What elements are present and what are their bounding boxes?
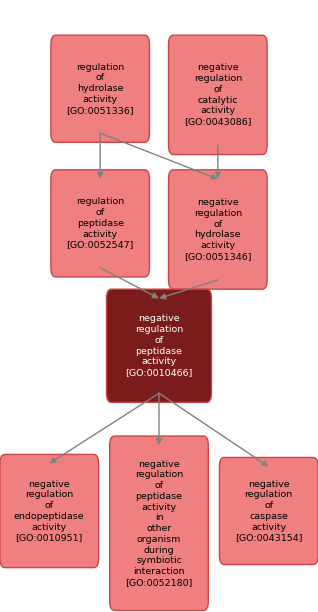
Text: negative
regulation
of
hydrolase
activity
[GO:0051346]: negative regulation of hydrolase activit… — [184, 198, 252, 261]
FancyBboxPatch shape — [110, 436, 208, 611]
FancyBboxPatch shape — [107, 289, 211, 403]
Text: negative
regulation
of
caspase
activity
[GO:0043154]: negative regulation of caspase activity … — [235, 480, 302, 542]
FancyBboxPatch shape — [0, 454, 99, 568]
Text: negative
regulation
of
endopeptidase
activity
[GO:0010951]: negative regulation of endopeptidase act… — [14, 480, 85, 542]
Text: negative
regulation
of
catalytic
activity
[GO:0043086]: negative regulation of catalytic activit… — [184, 64, 252, 126]
Text: negative
regulation
of
peptidase
activity
[GO:0010466]: negative regulation of peptidase activit… — [125, 315, 193, 377]
Text: negative
regulation
of
peptidase
activity
in
other
organism
during
symbiotic
int: negative regulation of peptidase activit… — [125, 460, 193, 587]
FancyBboxPatch shape — [219, 458, 318, 564]
FancyBboxPatch shape — [51, 35, 149, 143]
FancyBboxPatch shape — [51, 170, 149, 277]
Text: regulation
of
peptidase
activity
[GO:0052547]: regulation of peptidase activity [GO:005… — [66, 198, 134, 249]
Text: regulation
of
hydrolase
activity
[GO:0051336]: regulation of hydrolase activity [GO:005… — [66, 63, 134, 114]
FancyBboxPatch shape — [169, 35, 267, 155]
FancyBboxPatch shape — [169, 170, 267, 289]
